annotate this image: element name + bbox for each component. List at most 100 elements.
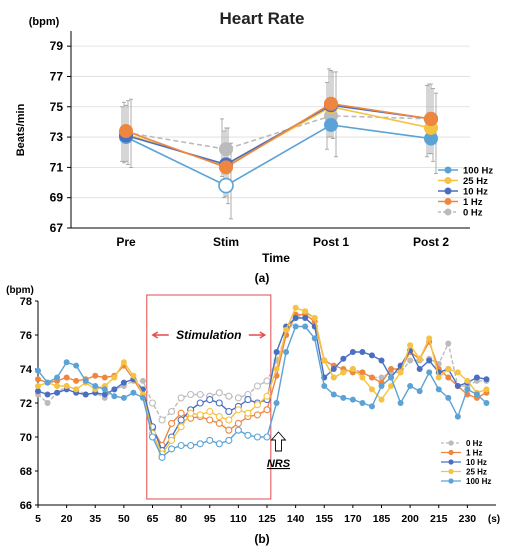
panel-b-y-ticks: 66 68 70 72 74 76 78 [20, 296, 38, 512]
panel-b-data-point [177, 416, 185, 424]
panel-a-series-line [125, 124, 432, 187]
panel-a-y-tick-label: 73 [50, 130, 64, 144]
legend-a-marker-hz10 [444, 187, 452, 195]
legend-b-label-hz1: 1 Hz [466, 449, 482, 458]
panel-b-data-point [225, 436, 233, 444]
panel-b-data-point [397, 369, 404, 376]
stimulation-arrow-left [151, 331, 169, 339]
panel-a-y-tick-label: 71 [50, 160, 64, 174]
panel-b-data-point [330, 366, 337, 372]
panel-b-data-point [196, 399, 204, 407]
panel-b-data-point [111, 393, 118, 400]
panel-b-data-point [73, 377, 80, 384]
panel-b-data-point [120, 394, 127, 401]
panel-b-x-tick-label: 230 [459, 513, 477, 525]
panel-b-data-point [483, 376, 490, 383]
panel-b-data-point [187, 390, 195, 399]
stimulation-arrow-right [248, 331, 267, 339]
panel-b-series-hz25 [35, 304, 490, 458]
panel-a-series [119, 96, 438, 194]
panel-b-data-point [330, 374, 337, 381]
panel-b-data-point [416, 355, 423, 362]
panel-b-data-point [445, 340, 452, 347]
panel-b-data-point [215, 419, 223, 427]
panel-a-data-point [119, 124, 133, 139]
panel-b-x-tick-label: 155 [315, 513, 333, 525]
panel-b-data-point [35, 367, 41, 374]
panel-b-x-ticks: 5 20 35 50 65 80 95 110 125 140 155 170 185 200 215 230 [35, 505, 476, 525]
panel-a-x-tick-label: Stim [213, 235, 239, 249]
panel-b-data-point [388, 366, 395, 372]
legend-a-label-hz10: 10 Hz [463, 187, 488, 198]
panel-b-y-tick-label: 68 [20, 466, 32, 478]
panel-b-data-point [340, 355, 347, 362]
panel-b-y-unit: (bpm) [6, 285, 34, 296]
legend-b-label-hz0: 0 Hz [466, 439, 482, 448]
panel-b-data-point [120, 359, 127, 366]
panel-b-data-point [359, 374, 366, 381]
panel-b-data-point [234, 419, 242, 427]
panel-b-data-point [168, 445, 176, 453]
panel-b-data-point [148, 399, 157, 407]
panel-b-data-point [311, 315, 318, 321]
panel-b-data-point [82, 391, 89, 398]
panel-b-data-point [292, 304, 299, 311]
panel-a-y-tick-label: 69 [50, 191, 64, 205]
panel-b-data-point [234, 394, 242, 402]
panel-b-data-point [139, 377, 146, 384]
panel-b-data-point [73, 362, 80, 369]
panel-b-x-tick-label: 170 [344, 513, 362, 525]
panel-b-data-point [54, 374, 61, 381]
panel-b-data-point [111, 374, 118, 381]
panel-b-y-tick-label: 70 [20, 432, 32, 444]
panel-b-x-tick-label: 110 [230, 513, 247, 525]
panel-b-data-point [321, 383, 328, 389]
legend-b-label-hz25: 25 Hz [466, 468, 487, 477]
panel-b-data-point [225, 426, 233, 434]
panel-b-data-point [101, 386, 108, 393]
panel-b-data-point [283, 326, 290, 333]
panel-b-data-point [464, 386, 471, 393]
panel-b-data-point [168, 436, 176, 444]
panel-a-title: Heart Rate [219, 9, 304, 28]
panel-b-data-point [273, 366, 280, 372]
panel-b-data-point [168, 407, 176, 416]
panel-b-data-point [206, 396, 214, 404]
panel-b-data-point [225, 416, 233, 424]
panel-b-data-point [215, 389, 223, 397]
panel-b-data-point [263, 433, 271, 441]
stimulation-label: Stimulation [176, 328, 241, 342]
panel-b-data-point [368, 374, 375, 381]
panel-b-data-point [177, 441, 185, 450]
legend-a-label-hz25: 25 Hz [463, 176, 488, 187]
panel-b-data-point [253, 382, 262, 390]
panel-a-data-point [218, 177, 234, 194]
panel-b-data-point [54, 383, 61, 389]
panel-b-x-tick-label: 140 [287, 513, 305, 525]
panel-b-x-tick-label: 65 [147, 513, 159, 525]
panel-b-data-point [359, 400, 366, 406]
legend-a-label-hz100: 100 Hz [463, 166, 493, 177]
legend-b-marker-hz0 [448, 440, 454, 446]
panel-b-data-point [302, 308, 309, 315]
panel-b-data-point [215, 413, 223, 421]
panel-b-data-point [44, 391, 51, 398]
panel-b-data-point [330, 391, 337, 398]
panel-b-x-tick-label: 215 [430, 513, 448, 525]
panel-a-figure-label: (a) [255, 271, 270, 285]
panel-a-data-point [324, 117, 338, 132]
panel-b-data-point [426, 357, 433, 364]
panel-b-data-point [368, 403, 375, 410]
panel-b-data-point [321, 357, 328, 364]
panel-b-data-point [454, 369, 461, 376]
panel-a-x-tick-label: Post 1 [313, 235, 349, 249]
panel-b-data-point [187, 441, 195, 450]
panel-b-data-point [130, 372, 137, 379]
panel-b-data-point [311, 335, 318, 342]
panel-b-y-tick-label: 66 [20, 500, 32, 512]
panel-b-data-point [340, 394, 347, 401]
panel-b-timecourse-chart: (bpm) (s) (b) 66 68 70 72 74 76 78 5 20 35 50 65 80… [6, 285, 500, 546]
panel-b-data-point [292, 315, 299, 321]
